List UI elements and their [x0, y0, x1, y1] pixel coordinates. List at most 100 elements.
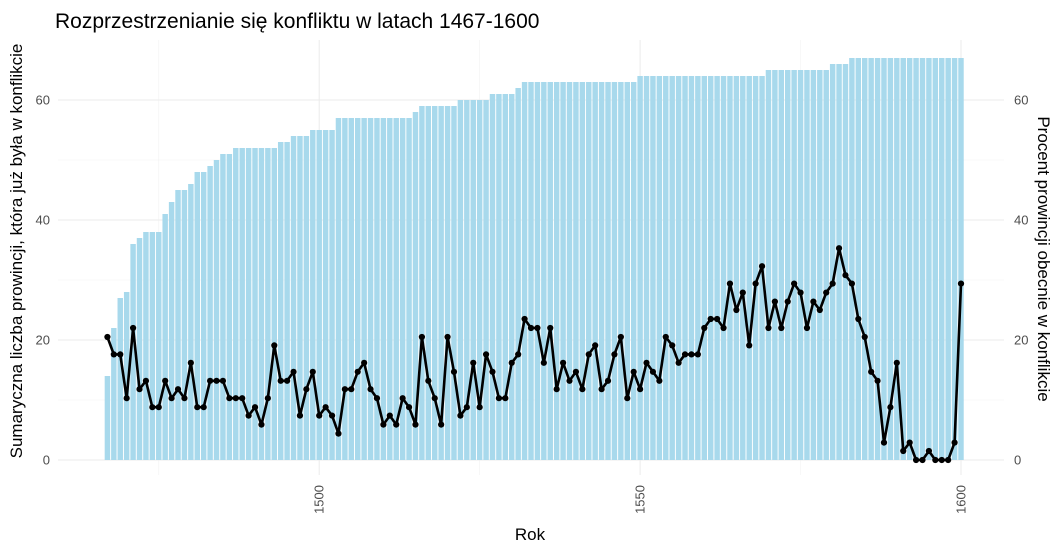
bar: [117, 298, 123, 460]
data-point: [277, 377, 284, 384]
data-point: [155, 404, 162, 411]
data-point: [226, 395, 233, 402]
data-point: [264, 395, 271, 402]
data-point: [213, 377, 220, 384]
data-point: [637, 386, 644, 393]
bar: [432, 106, 438, 460]
data-point: [938, 456, 945, 464]
data-point: [296, 412, 304, 419]
data-point: [162, 377, 169, 384]
data-point: [553, 386, 560, 393]
data-point: [495, 395, 503, 402]
data-point: [861, 333, 868, 341]
data-point: [656, 377, 663, 384]
bar: [868, 58, 874, 460]
data-point: [874, 377, 881, 384]
x-tick-label: 1600: [954, 485, 969, 514]
bar: [919, 58, 926, 460]
data-point: [726, 280, 734, 287]
bar: [130, 244, 136, 460]
x-tick-label: 1500: [312, 485, 327, 514]
bar: [855, 58, 862, 460]
data-point: [791, 280, 798, 287]
bar: [547, 82, 553, 460]
bar: [252, 148, 258, 460]
bar: [335, 118, 342, 460]
data-point: [604, 377, 612, 384]
data-point: [245, 412, 252, 419]
bar: [733, 76, 740, 460]
bar: [611, 82, 618, 460]
data-point: [630, 368, 637, 375]
data-point: [746, 342, 753, 349]
data-point: [855, 315, 862, 323]
y-axis-title: Sumaryczna liczba prowincji, która już b…: [7, 44, 26, 459]
bar: [489, 94, 496, 460]
data-point: [348, 386, 355, 393]
bar: [361, 118, 367, 460]
cumulative-bars: [104, 58, 964, 460]
data-point: [354, 368, 361, 375]
bar: [894, 58, 900, 460]
bar: [162, 214, 168, 460]
data-point: [534, 324, 541, 332]
bar: [425, 106, 432, 460]
bar: [874, 58, 881, 460]
bar: [528, 82, 534, 460]
bar: [438, 106, 444, 460]
bar: [823, 70, 829, 460]
bar: [810, 70, 817, 460]
data-point: [521, 315, 528, 323]
data-point: [906, 439, 913, 446]
bar: [784, 70, 791, 460]
bar: [887, 58, 894, 460]
y-tick-label: 60: [36, 93, 50, 108]
data-point: [880, 439, 888, 446]
data-point: [527, 324, 535, 332]
bar: [245, 148, 252, 460]
bar: [804, 70, 810, 460]
bar: [541, 82, 547, 460]
data-point: [868, 368, 875, 375]
data-point: [559, 359, 567, 366]
data-point: [842, 272, 849, 279]
bar: [509, 94, 515, 460]
bar: [464, 100, 470, 460]
data-point: [643, 359, 650, 366]
bar: [586, 82, 592, 460]
data-point: [649, 368, 657, 375]
bar: [207, 166, 213, 460]
data-point: [290, 368, 297, 375]
bar: [630, 82, 637, 460]
bar: [849, 58, 855, 460]
data-point: [316, 412, 323, 419]
data-point: [829, 280, 836, 287]
data-point: [361, 359, 368, 366]
data-point: [136, 386, 143, 393]
bar: [618, 82, 624, 460]
x-tick-label: 1550: [633, 485, 648, 514]
bar: [656, 76, 663, 460]
data-point: [714, 315, 721, 323]
data-point: [489, 368, 496, 375]
data-point: [951, 439, 958, 446]
data-point: [816, 306, 823, 314]
data-point: [707, 315, 714, 323]
x-axis-title: Rok: [515, 525, 546, 544]
data-point: [309, 368, 316, 375]
data-point: [771, 298, 778, 305]
bar: [444, 106, 451, 460]
data-point: [585, 351, 592, 358]
bar: [566, 82, 573, 460]
bar: [419, 106, 425, 460]
bar: [515, 88, 521, 460]
data-point: [900, 447, 907, 455]
bar: [393, 118, 399, 460]
data-point: [431, 395, 438, 402]
data-point: [688, 351, 695, 358]
bar: [239, 148, 245, 460]
bar: [136, 238, 143, 460]
bar: [624, 82, 630, 460]
data-point: [925, 447, 933, 455]
data-point: [957, 280, 965, 287]
